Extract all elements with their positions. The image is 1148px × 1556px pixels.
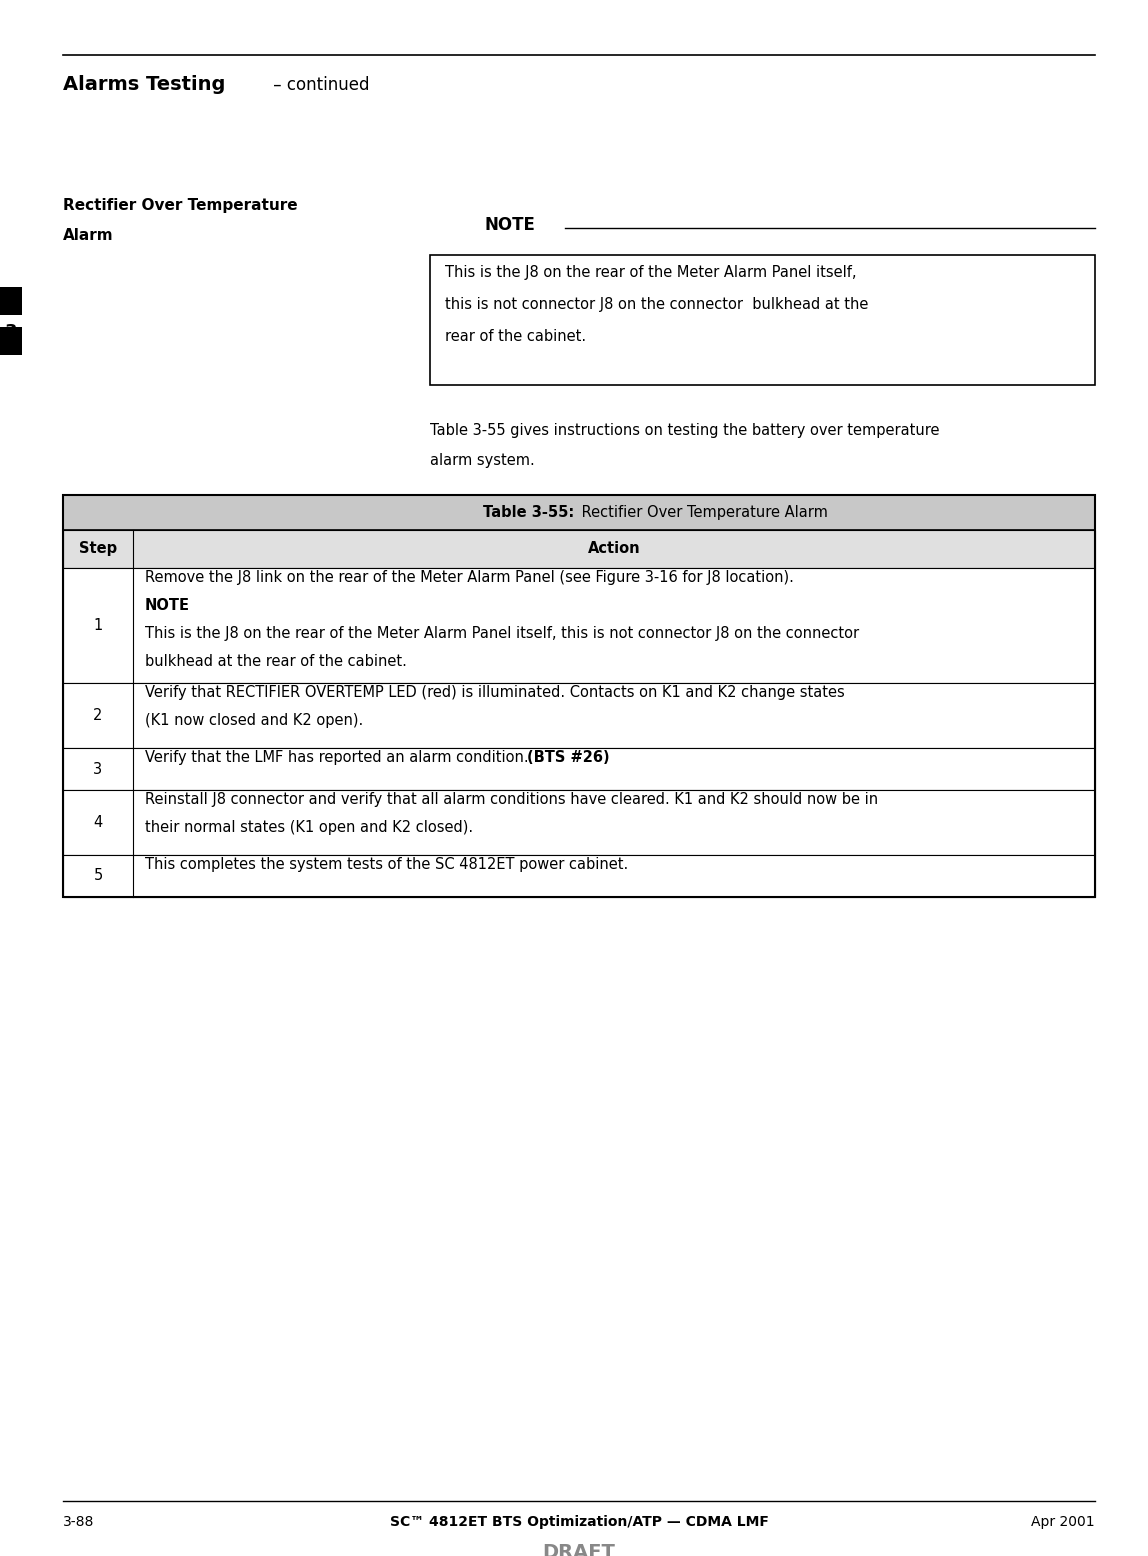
Bar [63,495,1095,896]
Text: Remove the J8 link on the rear of the Meter Alarm Panel (see Figure 3-16 for J8 : Remove the J8 link on the rear of the Me… [145,569,794,585]
Text: 3: 3 [93,761,102,776]
Text: DRAFT: DRAFT [543,1544,615,1556]
Text: This is the J8 on the rear of the Meter Alarm Panel itself, this is not connecto: This is the J8 on the rear of the Meter … [145,626,859,641]
Bar [0,286,22,314]
Text: their normal states (K1 open and K2 closed).: their normal states (K1 open and K2 clos… [145,820,473,836]
Text: Verify that RECTIFIER OVERTEMP LED (red) is illuminated. Contacts on K1 and K2 c: Verify that RECTIFIER OVERTEMP LED (red)… [145,685,845,700]
Bar [63,531,1095,568]
Text: SC™ 4812ET BTS Optimization/ATP — CDMA LMF: SC™ 4812ET BTS Optimization/ATP — CDMA L… [389,1516,768,1530]
Text: This completes the system tests of the SC 4812ET power cabinet.: This completes the system tests of the S… [145,857,628,871]
Text: 4: 4 [93,815,102,829]
Bar [63,854,1095,896]
Text: Verify that the LMF has reported an alarm condition.: Verify that the LMF has reported an alar… [145,750,534,766]
Text: (⁠BTS #26⁠): (⁠BTS #26⁠) [527,750,610,766]
Text: Rectifier Over Temperature: Rectifier Over Temperature [63,198,297,213]
Text: 3: 3 [5,324,17,341]
Bar [63,495,1095,531]
Text: – continued: – continued [267,76,370,93]
Bar [63,748,1095,790]
Bar [63,683,1095,748]
Text: Table 3-55:: Table 3-55: [483,506,574,520]
Text: NOTE: NOTE [145,598,191,613]
Text: (K1 now closed and K2 open).: (K1 now closed and K2 open). [145,713,363,728]
Text: this is not connector J8 on the connector  bulkhead at the: this is not connector J8 on the connecto… [445,297,868,313]
Text: 3-88: 3-88 [63,1516,94,1530]
Text: Alarms Testing: Alarms Testing [63,75,225,93]
Bar [63,568,1095,683]
Text: 5: 5 [93,868,102,884]
Text: Table 3-55 gives instructions on testing the battery over temperature: Table 3-55 gives instructions on testing… [430,423,939,437]
Bar [63,790,1095,854]
Text: Reinstall J8 connector and verify that all alarm conditions have cleared. K1 and: Reinstall J8 connector and verify that a… [145,792,878,808]
Text: 1: 1 [93,618,102,633]
Text: alarm system.: alarm system. [430,453,535,468]
Text: Rectifier Over Temperature Alarm: Rectifier Over Temperature Alarm [577,506,828,520]
Bar [430,255,1095,384]
Text: rear of the cabinet.: rear of the cabinet. [445,328,587,344]
Text: bulkhead at the rear of the cabinet.: bulkhead at the rear of the cabinet. [145,654,406,669]
Text: This is the J8 on the rear of the Meter Alarm Panel itself,: This is the J8 on the rear of the Meter … [445,265,856,280]
Text: Alarm: Alarm [63,229,114,243]
Text: NOTE: NOTE [484,216,535,233]
Text: 2: 2 [93,708,102,724]
Text: Step: Step [79,541,117,557]
Bar [0,327,22,355]
Text: Apr 2001: Apr 2001 [1031,1516,1095,1530]
Text: Action: Action [588,541,641,557]
